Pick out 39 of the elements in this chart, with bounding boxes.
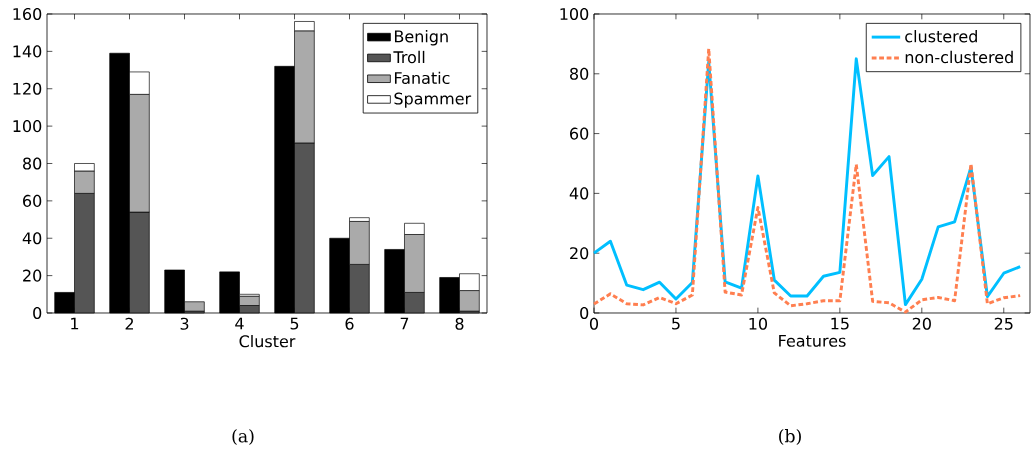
y-tick-label: 0 [33, 306, 42, 320]
legend-label: Troll [393, 50, 425, 64]
y-tick-label: 0 [580, 306, 589, 320]
x-tick-label: 20 [912, 317, 931, 330]
x-axis-title: Cluster [239, 334, 296, 348]
legend-label: Spammer [394, 92, 472, 108]
x-tick-label: 0 [589, 317, 599, 330]
legend-label: Benign [394, 30, 448, 46]
y-tick-label: 80 [570, 67, 589, 80]
x-tick-label: 5 [672, 317, 680, 330]
y-tick-label: 40 [569, 187, 589, 200]
x-tick-label: 25 [994, 317, 1013, 330]
x-tick-label: 10 [749, 317, 768, 330]
y-tick-label: 120 [13, 82, 42, 95]
y-tick-label: 60 [570, 127, 589, 140]
legend-label: non-clustered [905, 50, 1013, 64]
x-axis-title: Features [779, 334, 846, 347]
x-tick-label: 2 [125, 317, 133, 330]
x-tick-label: 1 [71, 317, 79, 330]
text: (b) [779, 429, 801, 445]
x-tick-label: 4 [235, 317, 244, 330]
y-tick-label: 20 [570, 247, 589, 260]
y-tick-label: 100 [560, 7, 589, 21]
x-tick-label: 8 [455, 317, 464, 330]
x-tick-label: 5 [290, 317, 299, 330]
x-tick-label: 6 [345, 317, 354, 330]
text: (a) [232, 429, 254, 445]
y-tick-label: 140 [13, 45, 42, 58]
legend-label: Fanatic [394, 71, 450, 85]
x-tick-label: 3 [180, 317, 189, 330]
y-tick-label: 100 [13, 120, 42, 133]
y-tick-label: 60 [23, 194, 42, 207]
y-tick-label: 40 [22, 232, 42, 245]
legend-label: clustered [905, 30, 977, 43]
x-tick-label: 7 [400, 317, 409, 330]
y-tick-label: 80 [23, 157, 42, 170]
x-tick-label: 15 [831, 317, 849, 330]
y-tick-label: 20 [23, 269, 42, 282]
y-tick-label: 160 [13, 7, 42, 21]
